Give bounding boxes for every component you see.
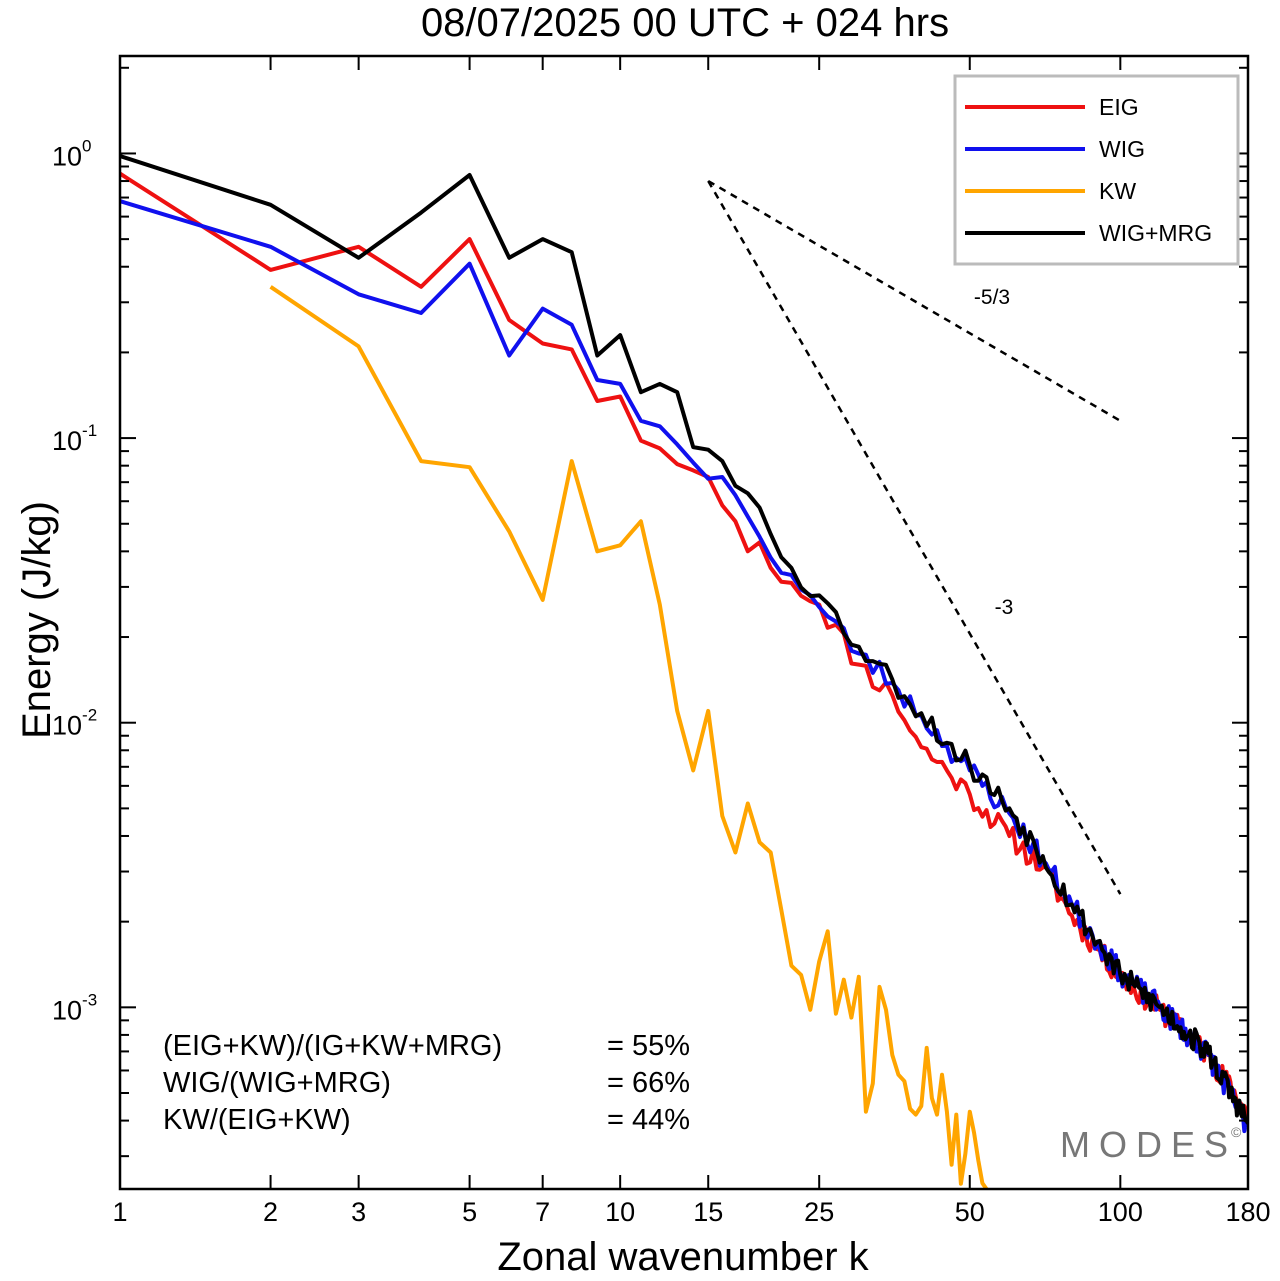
ratio-value: = 66% [607, 1067, 690, 1099]
x-tick-label: 5 [462, 1197, 477, 1227]
ratio-label: (EIG+KW)/(IG+KW+MRG) [163, 1030, 502, 1062]
series-line-wig-mrg [120, 154, 1248, 1125]
x-tick-labels: 1 2 3 5 7 10 15 25 50 100 180 [112, 1197, 1270, 1227]
reference-slope-line [707, 180, 1122, 895]
ratio-annotations: (EIG+KW)/(IG+KW+MRG) = 55% WIG/(WIG+MRG) = … [163, 1030, 690, 1136]
x-tick-label: 10 [605, 1197, 635, 1227]
x-tick-label: 25 [804, 1197, 834, 1227]
y-axis-label: Energy (J/kg) [15, 501, 59, 739]
y-tick-label: 100 [52, 136, 92, 171]
x-tick-label: 180 [1225, 1197, 1270, 1227]
x-tick-label: 7 [535, 1197, 550, 1227]
series-layer [120, 154, 1248, 1189]
axis-ticks [119, 56, 1249, 1189]
plot-frame [118, 54, 1250, 1191]
y-tick-label: 10-3 [52, 990, 97, 1025]
watermark-copyright-mark: © [1231, 1124, 1242, 1140]
ratio-label: KW/(EIG+KW) [163, 1104, 351, 1136]
x-tick-label: 3 [351, 1197, 366, 1227]
legend-label: KW [1099, 178, 1136, 204]
legend-items: EIG WIG KW WIG+MRG [965, 94, 1212, 246]
reference-slope-label: -5/3 [974, 286, 1010, 309]
x-tick-label: 2 [263, 1197, 278, 1227]
y-tick-label: 10-2 [52, 706, 97, 741]
ratio-label: WIG/(WIG+MRG) [163, 1067, 391, 1099]
series-line-eig [120, 171, 1248, 1121]
chart-title: 08/07/2025 00 UTC + 024 hrs [421, 1, 949, 45]
legend-label: EIG [1099, 94, 1139, 120]
ratio-value: = 55% [607, 1030, 690, 1062]
watermark-text: MODES [1060, 1124, 1237, 1165]
y-tick-label: 10-1 [52, 421, 97, 456]
modes-watermark: MODES © [1060, 1124, 1242, 1165]
legend-label: WIG+MRG [1099, 220, 1212, 246]
x-tick-label: 15 [693, 1197, 723, 1227]
series-line-kw [269, 285, 995, 1189]
y-tick-labels: 100 10-1 10-2 10-3 [52, 136, 97, 1025]
reference-slope-label: -3 [995, 596, 1014, 619]
legend-label: WIG [1099, 136, 1145, 162]
reference-lines: -5/3 -3 [707, 179, 1122, 895]
x-tick-label: 1 [112, 1197, 127, 1227]
x-axis-label: Zonal wavenumber k [497, 1235, 869, 1279]
x-tick-label: 50 [955, 1197, 985, 1227]
legend: EIG WIG KW WIG+MRG [953, 74, 1240, 266]
ratio-value: = 44% [607, 1104, 690, 1136]
x-tick-label: 100 [1098, 1197, 1143, 1227]
series-line-wig [120, 199, 1248, 1134]
reference-slope-line [707, 179, 1121, 422]
